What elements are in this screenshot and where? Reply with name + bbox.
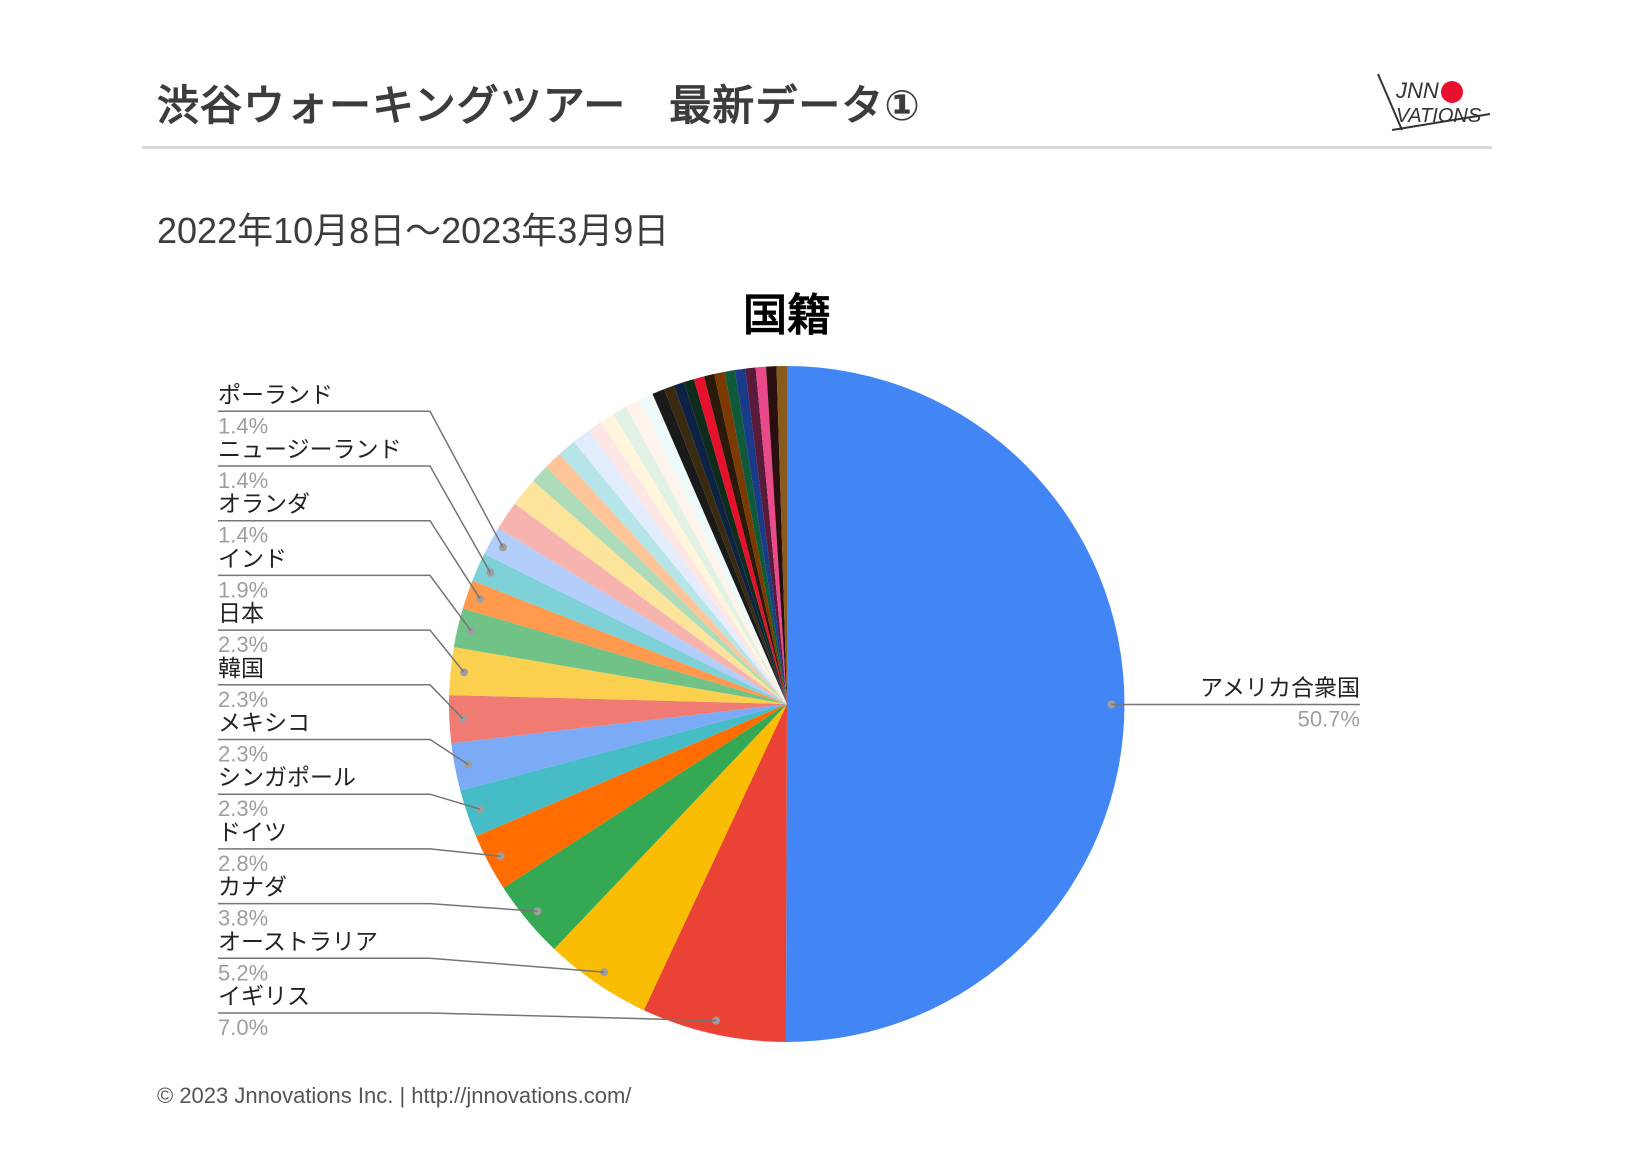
pie-slices (449, 366, 1125, 1043)
logo-underline (1391, 113, 1491, 131)
callout-label-4: ドイツ (218, 820, 287, 846)
callout-pct-11: 1.4% (218, 468, 268, 493)
callout-label-7: 韓国 (218, 656, 264, 682)
logo-slash (1377, 73, 1403, 131)
callout-line-8 (218, 629, 465, 673)
pie-slice-other-22 (766, 366, 787, 704)
callout-line-4 (218, 848, 501, 858)
callout-line-2 (218, 957, 605, 973)
logo-red-dot (1441, 81, 1463, 103)
pie-slice-other-9 (626, 400, 787, 704)
callout-line-7 (218, 684, 464, 720)
callout-label-9: インド (218, 546, 287, 572)
callout-pct-6: 2.3% (218, 742, 268, 767)
callout-label-1: イギリス (218, 984, 310, 1010)
callout-pct-1: 7.0% (218, 1015, 268, 1040)
pie-slice-other-1 (514, 480, 787, 704)
pie-slice-7 (449, 695, 787, 744)
pie-slice-other-16 (704, 373, 787, 704)
chart-title: 国籍 (743, 290, 831, 341)
pie-slice-other-7 (600, 414, 787, 704)
pie-slice-other-4 (559, 441, 787, 704)
pie-slice-3 (503, 704, 787, 950)
pie-slice-other-18 (724, 370, 787, 704)
pie-slice-other-5 (573, 430, 787, 704)
callout-pct-4: 2.8% (218, 851, 268, 876)
pie-slice-other-23 (776, 366, 787, 704)
callout-line-3 (218, 902, 538, 913)
header-divider (142, 146, 1492, 149)
pie-slice-other-20 (745, 367, 787, 704)
callout-line-6 (218, 738, 469, 766)
callout-label-12: ポーランド (218, 382, 333, 408)
callout-label-10: オランダ (218, 492, 310, 518)
pie-slice-4 (475, 704, 787, 888)
callout-pct-10: 1.4% (218, 523, 268, 548)
pie-slice-other-2 (533, 467, 787, 704)
date-range: 2022年10月8日～2023年3月9日 (157, 210, 670, 251)
pie-slice-other-10 (639, 393, 787, 704)
pie-slice-other-0 (498, 503, 787, 704)
pie-slice-5 (460, 704, 787, 837)
callout-line-10 (218, 519, 481, 600)
pie-slice-other-14 (683, 379, 787, 704)
pie-slice-0 (785, 366, 1125, 1043)
callout-label-3: カナダ (218, 875, 287, 901)
callout-line-12 (218, 410, 504, 548)
callout-pct-7: 2.3% (218, 687, 268, 712)
pie-slice-12 (484, 528, 787, 704)
callout-line-1 (218, 1012, 717, 1022)
pie-callouts: アメリカ合衆国 50.7% イギリス 7.0% オーストラリア 5.2% カナダ 3.8% ドイ… (218, 382, 1360, 1040)
pie-slice-11 (472, 553, 787, 704)
pie-slice-other-6 (588, 421, 787, 704)
pie-slice-8 (449, 647, 787, 704)
callout-pct-5: 2.3% (218, 796, 268, 821)
company-logo: JNN VATIONS (1377, 73, 1491, 131)
pie-slice-2 (554, 704, 787, 1011)
callout-pct-9: 1.9% (218, 577, 268, 602)
pie-slice-other-21 (755, 366, 787, 704)
callout-line-11 (218, 465, 491, 573)
callout-pct-12: 1.4% (218, 413, 268, 438)
pie-slice-other-13 (673, 382, 787, 704)
page-title: 渋谷ウォーキングツアー 最新データ① (157, 81, 921, 130)
pie-slice-other-11 (652, 389, 787, 704)
pie-slice-other-8 (613, 406, 787, 704)
pie-slice-other-17 (714, 371, 787, 704)
callout-pct-0: 50.7% (1298, 707, 1360, 732)
pie-slice-9 (453, 608, 787, 704)
pie-slice-other-12 (664, 385, 787, 704)
logo-text-bottom: VATIONS (1396, 105, 1482, 127)
callout-label-11: ニュージーランド (218, 437, 402, 463)
pie-slice-10 (462, 580, 787, 704)
pie-slice-1 (643, 704, 787, 1042)
callout-line-5 (218, 793, 481, 810)
callout-label-2: オーストラリア (218, 929, 378, 955)
callout-label-5: シンガポール (218, 765, 356, 791)
callout-label-6: メキシコ (218, 711, 310, 737)
callout-line-9 (218, 574, 472, 632)
callout-pct-8: 2.3% (218, 632, 268, 657)
pie-slice-other-3 (545, 453, 787, 704)
pie-slice-other-15 (693, 376, 787, 704)
logo-text-top: JNN (1395, 78, 1439, 103)
pie-slice-6 (451, 704, 787, 791)
callout-label-0: アメリカ合衆国 (1200, 676, 1360, 702)
callout-pct-3: 3.8% (218, 906, 268, 931)
callout-label-8: 日本 (218, 601, 264, 627)
pie-slice-other-19 (734, 368, 787, 704)
callout-pct-2: 5.2% (218, 960, 268, 985)
footer-copyright: © 2023 Jnnovations Inc. | http://jnnovat… (157, 1083, 632, 1108)
